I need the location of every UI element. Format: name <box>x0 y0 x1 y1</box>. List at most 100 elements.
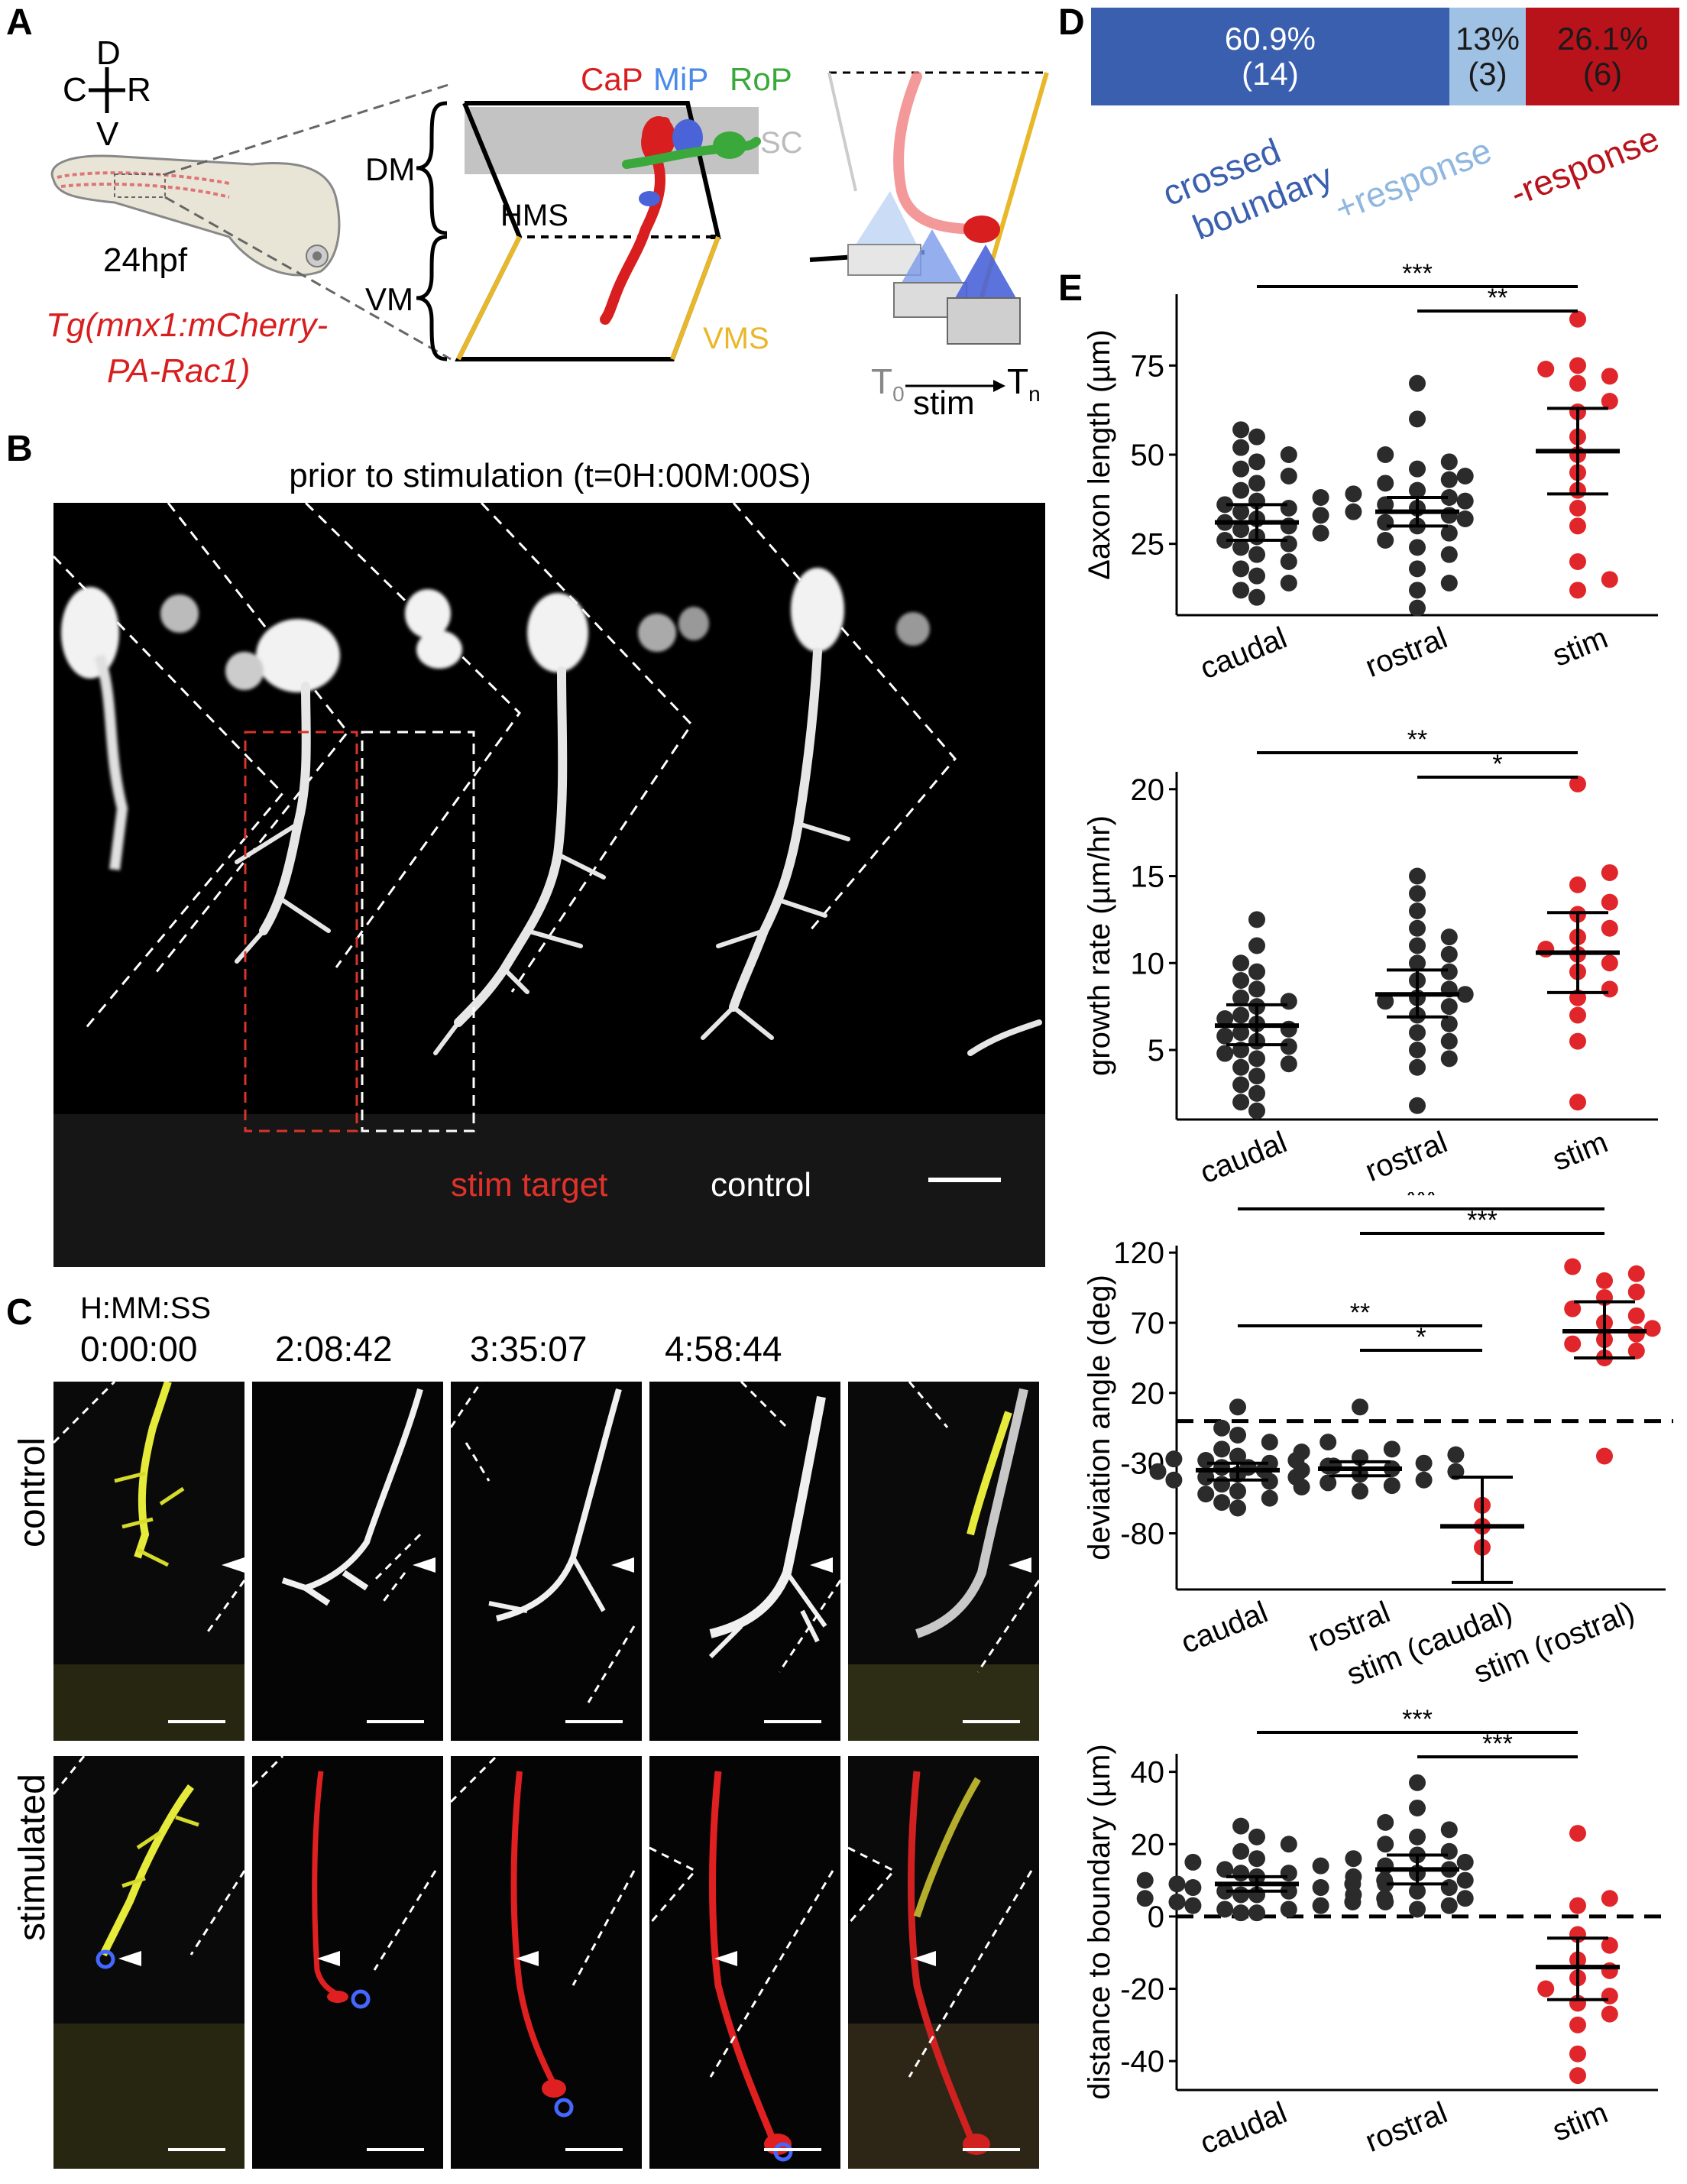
y-tick-label: -20 <box>1120 1973 1164 2007</box>
data-point <box>1216 532 1234 549</box>
data-point <box>1319 1434 1337 1451</box>
x-tick-label: caudal <box>1177 1596 1273 1661</box>
data-point <box>1168 1875 1186 1893</box>
data-point <box>1601 2005 1618 2023</box>
data-point <box>1569 357 1586 374</box>
data-point <box>1440 963 1458 980</box>
row-label-stimulated: stimulated <box>12 1774 53 1941</box>
data-point <box>1232 503 1250 520</box>
data-point <box>1232 989 1250 1006</box>
data-point <box>1197 1486 1215 1503</box>
data-point <box>1537 941 1555 958</box>
data-point <box>1216 1045 1234 1062</box>
data-point <box>1569 1897 1586 1914</box>
compass-v: V <box>96 115 119 153</box>
data-point <box>1440 489 1458 506</box>
data-point <box>1569 1094 1586 1111</box>
data-point <box>1377 1875 1394 1893</box>
data-point <box>1601 919 1618 937</box>
data-point <box>1440 1821 1458 1839</box>
data-point <box>1248 1068 1265 1085</box>
data-point <box>1601 1936 1618 1954</box>
data-point <box>1409 1024 1426 1042</box>
data-point <box>1601 368 1618 385</box>
data-point <box>1232 1886 1250 1904</box>
y-tick-label: 20 <box>1131 1377 1165 1411</box>
data-point <box>1312 1857 1329 1875</box>
data-point <box>1232 1842 1250 1860</box>
data-point <box>1239 1459 1257 1476</box>
data-point <box>1248 453 1265 471</box>
hms-label: HMS <box>500 199 568 232</box>
data-point <box>1287 1452 1305 1470</box>
data-point <box>1409 1097 1426 1114</box>
data-point <box>1440 928 1458 946</box>
data-point <box>1440 1032 1458 1050</box>
data-point <box>1409 885 1426 902</box>
data-point <box>1440 1015 1458 1032</box>
data-point <box>1248 937 1265 954</box>
x-tick-label: caudal <box>1196 1126 1292 1184</box>
data-point <box>1232 1024 1250 1042</box>
data-point <box>1601 571 1618 588</box>
data-point <box>1377 1813 1394 1831</box>
data-point <box>1409 460 1426 478</box>
data-point <box>1280 993 1297 1010</box>
data-point <box>1537 361 1555 378</box>
stage-label: 24hpf <box>103 241 188 279</box>
tn-label: Tn <box>1007 361 1041 406</box>
data-point <box>1136 1871 1154 1889</box>
data-point <box>1409 560 1426 578</box>
control-row <box>53 1382 1039 1741</box>
data-point <box>1216 1861 1234 1878</box>
data-point <box>1409 410 1426 428</box>
x-tick-label: stim <box>1548 621 1612 673</box>
data-point <box>1248 1828 1265 1845</box>
data-point <box>1409 867 1426 885</box>
data-point <box>1409 954 1426 972</box>
data-point <box>1232 421 1250 439</box>
data-point <box>1280 1882 1297 1900</box>
data-point <box>1440 1897 1458 1914</box>
data-point <box>1261 1489 1278 1507</box>
time-label-2: 3:35:07 <box>470 1329 588 1369</box>
panel-a-schematic: D C R V 24hpf Tg(mnx1:mCherry- PA-Rac1) … <box>46 34 1049 422</box>
micrograph-b: stim target control <box>53 503 1045 1267</box>
chart-growth-rate: 5 10 15 20 growth rate (µm/hr) caudal rostral s… <box>1083 725 1658 1184</box>
data-point <box>1232 1865 1250 1882</box>
chart-distance-boundary: -40 -20 0 20 40 distance to boundary (µm) caud… <box>1083 1705 1666 2161</box>
data-point <box>1229 1426 1246 1444</box>
data-point <box>1232 954 1250 972</box>
data-point <box>1564 1300 1582 1317</box>
data-point <box>1280 535 1297 552</box>
bar-segment-plus-response: 13% (3) <box>1449 8 1527 105</box>
data-point <box>1569 500 1586 517</box>
data-point <box>1216 1010 1234 1028</box>
data-point <box>1216 1882 1234 1900</box>
time-label-3: 4:58:44 <box>665 1329 782 1369</box>
data-point <box>1352 1482 1368 1500</box>
data-point <box>1440 575 1458 591</box>
vm-label: VM <box>365 281 413 317</box>
data-point <box>1383 1440 1400 1458</box>
data-point <box>1197 1452 1215 1470</box>
panel-c-micrographs <box>53 1382 1039 2169</box>
data-point <box>1440 546 1458 563</box>
data-point <box>1312 524 1329 542</box>
data-point <box>1213 1459 1231 1476</box>
y-axis-label: distance to boundary (µm) <box>1083 1744 1116 2100</box>
transgene-label-2: PA-Rac1) <box>107 352 250 390</box>
x-tick-label: caudal <box>1196 2096 1292 2161</box>
data-point <box>1440 1842 1458 1860</box>
y-tick-label: 5 <box>1148 1034 1164 1068</box>
data-point <box>1627 1342 1645 1359</box>
y-tick-label: -80 <box>1120 1518 1164 1551</box>
data-point <box>1168 1893 1186 1910</box>
dm-label: DM <box>365 151 415 187</box>
data-point <box>1409 1900 1426 1918</box>
chart-axon-length: 25 50 75 Δaxon length (µm) caudal rostral stim… <box>1083 259 1658 686</box>
bar-segment-crossed-boundary: 60.9% (14) <box>1091 8 1449 105</box>
data-point <box>1569 517 1586 535</box>
data-point <box>1409 1799 1426 1816</box>
